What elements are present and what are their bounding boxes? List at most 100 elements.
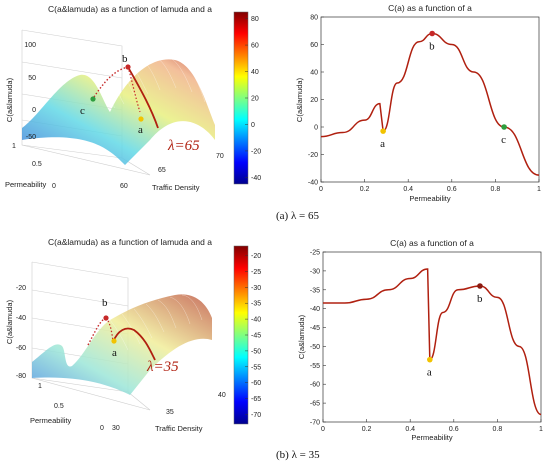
- y-tick-label: -40: [310, 306, 320, 313]
- y-tick-label: 60: [310, 42, 318, 49]
- y-axis-label: C(a&lamuda): [297, 314, 306, 359]
- y-tick: 70: [216, 153, 224, 160]
- x-tick-label: 1: [537, 186, 541, 193]
- y-tick-label: -20: [308, 152, 318, 159]
- point-a: [111, 338, 117, 344]
- colorbar-tick-label: 80: [251, 16, 259, 23]
- colorbar-tick-label: -50: [251, 348, 261, 355]
- colorbar-tick-label: 0: [251, 122, 255, 129]
- y-tick-labels: 60 65 70: [120, 153, 224, 190]
- chart-title: C(a) as a function of a: [390, 238, 474, 248]
- y-axis-label: C(a&lamuda): [295, 77, 304, 122]
- z-tick: 50: [28, 75, 36, 82]
- point-label-a: a: [138, 124, 143, 136]
- z-tick: -80: [16, 373, 26, 380]
- y-tick: 30: [112, 425, 120, 432]
- point-b: [429, 30, 435, 37]
- point-c: [90, 96, 96, 102]
- z-tick: -50: [26, 134, 36, 141]
- y-tick-label: -60: [310, 382, 320, 389]
- y-tick: 35: [166, 409, 174, 416]
- caption-a: (a) λ = 65: [276, 210, 319, 222]
- x-axis-label: Permeability: [30, 416, 72, 425]
- point-b: [477, 283, 483, 289]
- point-b: [125, 64, 131, 70]
- y-tick: 40: [218, 392, 226, 399]
- x-tick: 0: [100, 425, 104, 432]
- y-tick-label: -25: [310, 250, 320, 257]
- lambda-annotation: λ=35: [146, 359, 179, 375]
- caption-b: (b) λ = 35: [276, 449, 320, 461]
- colorbar-ticks: -70 -65 -60 -55 -50 -45 -40 -35 -30 -25 -20: [245, 253, 261, 419]
- y-tick: 65: [158, 167, 166, 174]
- y-tick-label: 40: [310, 70, 318, 77]
- line-panel-bottom: C(a) as a function of a 0 0.2 0.4 0.6 0.8 1 -7…: [297, 238, 543, 442]
- x-tick-label: 0: [319, 186, 323, 193]
- x-tick-labels: 1 0.5 0: [12, 143, 56, 190]
- point-label-c: c: [501, 134, 506, 146]
- colorbar-tick-label: -25: [251, 269, 261, 276]
- axis-ticks: 0 0.2 0.4 0.6 0.8 1 -70 -65 -60 -55 -50 -45 -40 -35 -3…: [310, 250, 543, 434]
- colorbar-tick-label: 20: [251, 96, 259, 103]
- dotted-path-2: [127, 66, 141, 113]
- point-label-b: b: [122, 53, 128, 65]
- z-tick: -60: [16, 345, 26, 352]
- x-tick-label: 1: [539, 426, 543, 433]
- lambda-annotation: λ=65: [167, 138, 200, 154]
- x-axis-label: Permeability: [5, 180, 47, 189]
- series-line: [323, 268, 542, 416]
- x-tick-label: 0.8: [491, 186, 501, 193]
- x-tick: 0.5: [54, 403, 64, 410]
- y-tick-label: 80: [310, 15, 318, 22]
- x-tick-labels: 1 0.5 0: [38, 383, 104, 432]
- y-tick-labels: 30 35 40: [112, 392, 226, 432]
- z-axis-label: C(a&lamuda): [5, 299, 14, 344]
- z-tick: -20: [16, 285, 26, 292]
- colorbar-tick-label: -70: [251, 412, 261, 419]
- colorbar-tick-label: -35: [251, 301, 261, 308]
- x-tick: 1: [38, 383, 42, 390]
- colorbar-tick-label: -45: [251, 333, 261, 340]
- chart-title: C(a) as a function of a: [388, 3, 472, 13]
- colorbar-ticks: -40 -20 0 20 40 60 80: [245, 16, 261, 182]
- x-tick-label: 0.4: [403, 186, 413, 193]
- x-tick-label: 0.6: [447, 186, 457, 193]
- colorbar-tick-label: -40: [251, 317, 261, 324]
- colorbar-tick-label: -65: [251, 396, 261, 403]
- point-label-b: b: [102, 297, 108, 309]
- line-panel-top: C(a) as a function of a 0 0.2 0.4 0.6 0.8 1 -4…: [295, 3, 541, 203]
- colorbar-tick-label: -20: [251, 253, 261, 260]
- y-axis-label: Traffic Density: [155, 424, 203, 433]
- marked-points: a b c: [380, 30, 507, 150]
- y-tick-label: -35: [310, 287, 320, 294]
- surface-panel-top: C(a&lamuda) as a function of lamuda and …: [5, 4, 261, 192]
- z-axis-label: C(a&lamuda): [5, 77, 14, 122]
- colorbar-tick-label: -30: [251, 285, 261, 292]
- surface-panel-bottom: C(a&lamuda) as a function of lamuda and …: [5, 237, 261, 433]
- axis-ticks: 0 0.2 0.4 0.6 0.8 1 -40 -20 0 20 40 60 80: [308, 15, 541, 194]
- colorbar-tick-label: -20: [251, 148, 261, 155]
- point-a: [427, 356, 433, 363]
- x-tick: 1: [12, 143, 16, 150]
- series-line: [320, 32, 540, 176]
- point-label-c: c: [80, 105, 85, 117]
- z-tick-labels: 100 50 0 -50: [24, 42, 36, 141]
- plot-area: [320, 16, 540, 183]
- solid-path: [127, 66, 159, 129]
- colorbar-tick-label: -60: [251, 380, 261, 387]
- surface-mesh: [32, 294, 212, 395]
- plot-area: [322, 251, 542, 423]
- point-label-a: a: [427, 367, 432, 379]
- z-tick: 0: [32, 107, 36, 114]
- y-tick-label: -65: [310, 401, 320, 408]
- x-tick-label: 0.4: [405, 426, 415, 433]
- x-tick-label: 0.6: [449, 426, 459, 433]
- point-a: [380, 128, 386, 134]
- colorbar-tick-label: -55: [251, 364, 261, 371]
- point-label-b: b: [429, 41, 435, 53]
- y-tick-label: -50: [310, 344, 320, 351]
- colorbar-tick-label: -40: [251, 175, 261, 182]
- x-tick-label: 0.8: [493, 426, 503, 433]
- point-label-a: a: [380, 138, 385, 150]
